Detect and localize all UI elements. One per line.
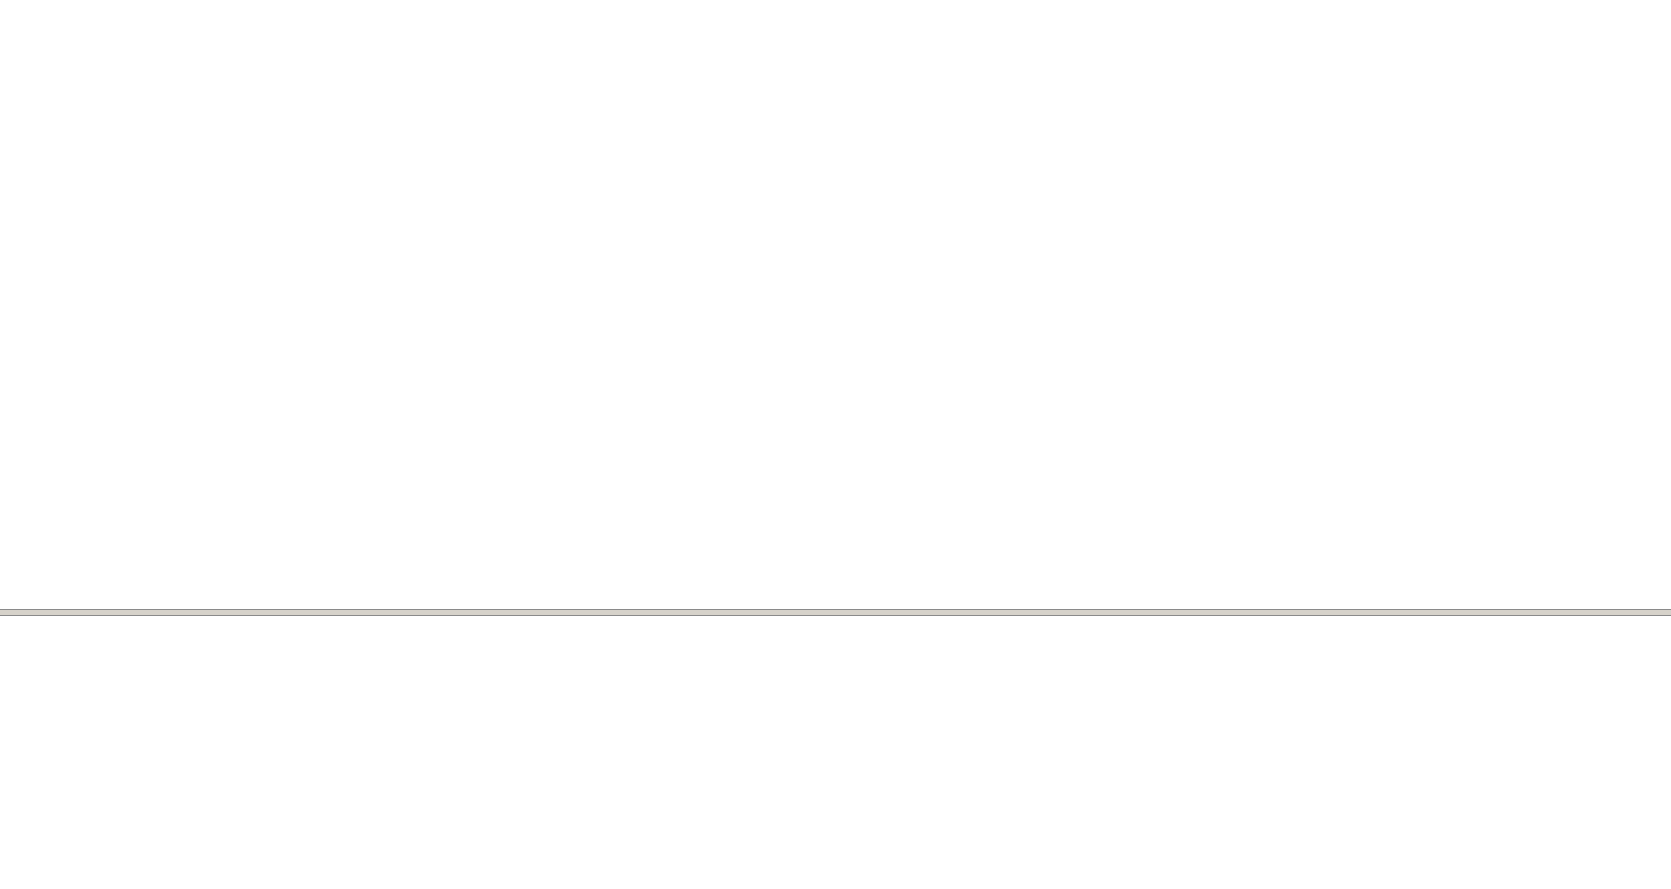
panel-divider[interactable] <box>0 609 1671 616</box>
macd-axis[interactable] <box>1546 0 1670 889</box>
time-axis[interactable] <box>0 841 1671 857</box>
